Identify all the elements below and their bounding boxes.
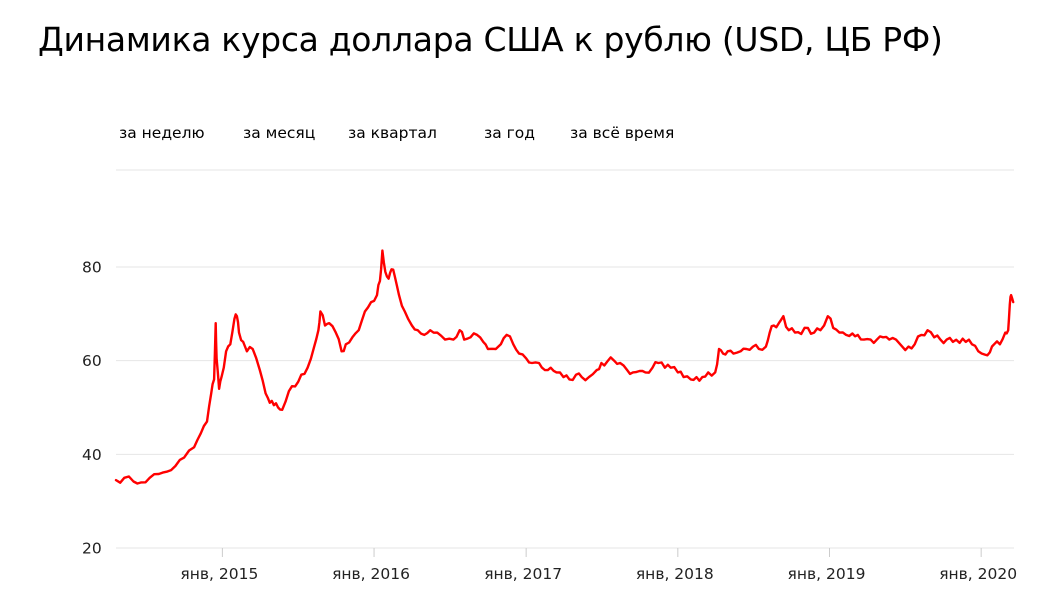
y-tick-label: 40 bbox=[82, 446, 102, 464]
x-tick-label: янв, 2020 bbox=[939, 565, 1017, 583]
x-tick-label: янв, 2016 bbox=[332, 565, 410, 583]
chart-series bbox=[114, 249, 1015, 485]
chart-grid bbox=[116, 169, 1014, 549]
x-tick-label: янв, 2015 bbox=[180, 565, 258, 583]
period-all-time-button[interactable]: за всё время bbox=[570, 124, 675, 142]
x-tick-label: янв, 2018 bbox=[636, 565, 714, 583]
y-tick-label: 80 bbox=[82, 259, 102, 277]
x-tick-label: янв, 2019 bbox=[788, 565, 866, 583]
period-year-button[interactable]: за год bbox=[484, 124, 536, 142]
period-week-button[interactable]: за неделю bbox=[119, 124, 205, 142]
y-tick-label: 20 bbox=[82, 540, 102, 558]
period-month-button[interactable]: за месяц bbox=[243, 124, 316, 142]
period-quarter-button[interactable]: за квартал bbox=[348, 124, 437, 142]
series-line bbox=[114, 249, 1015, 485]
y-axis: 20 40 60 80 bbox=[82, 259, 102, 558]
x-tick-label: янв, 2017 bbox=[484, 565, 562, 583]
period-selector: за неделю за месяц за квартал за год за … bbox=[0, 124, 1050, 148]
x-axis: янв, 2015 янв, 2016 янв, 2017 янв, 2018 янв,… bbox=[180, 548, 1017, 583]
y-tick-label: 60 bbox=[82, 352, 102, 370]
page-title: Динамика курса доллара США к рублю (USD,… bbox=[38, 20, 943, 59]
